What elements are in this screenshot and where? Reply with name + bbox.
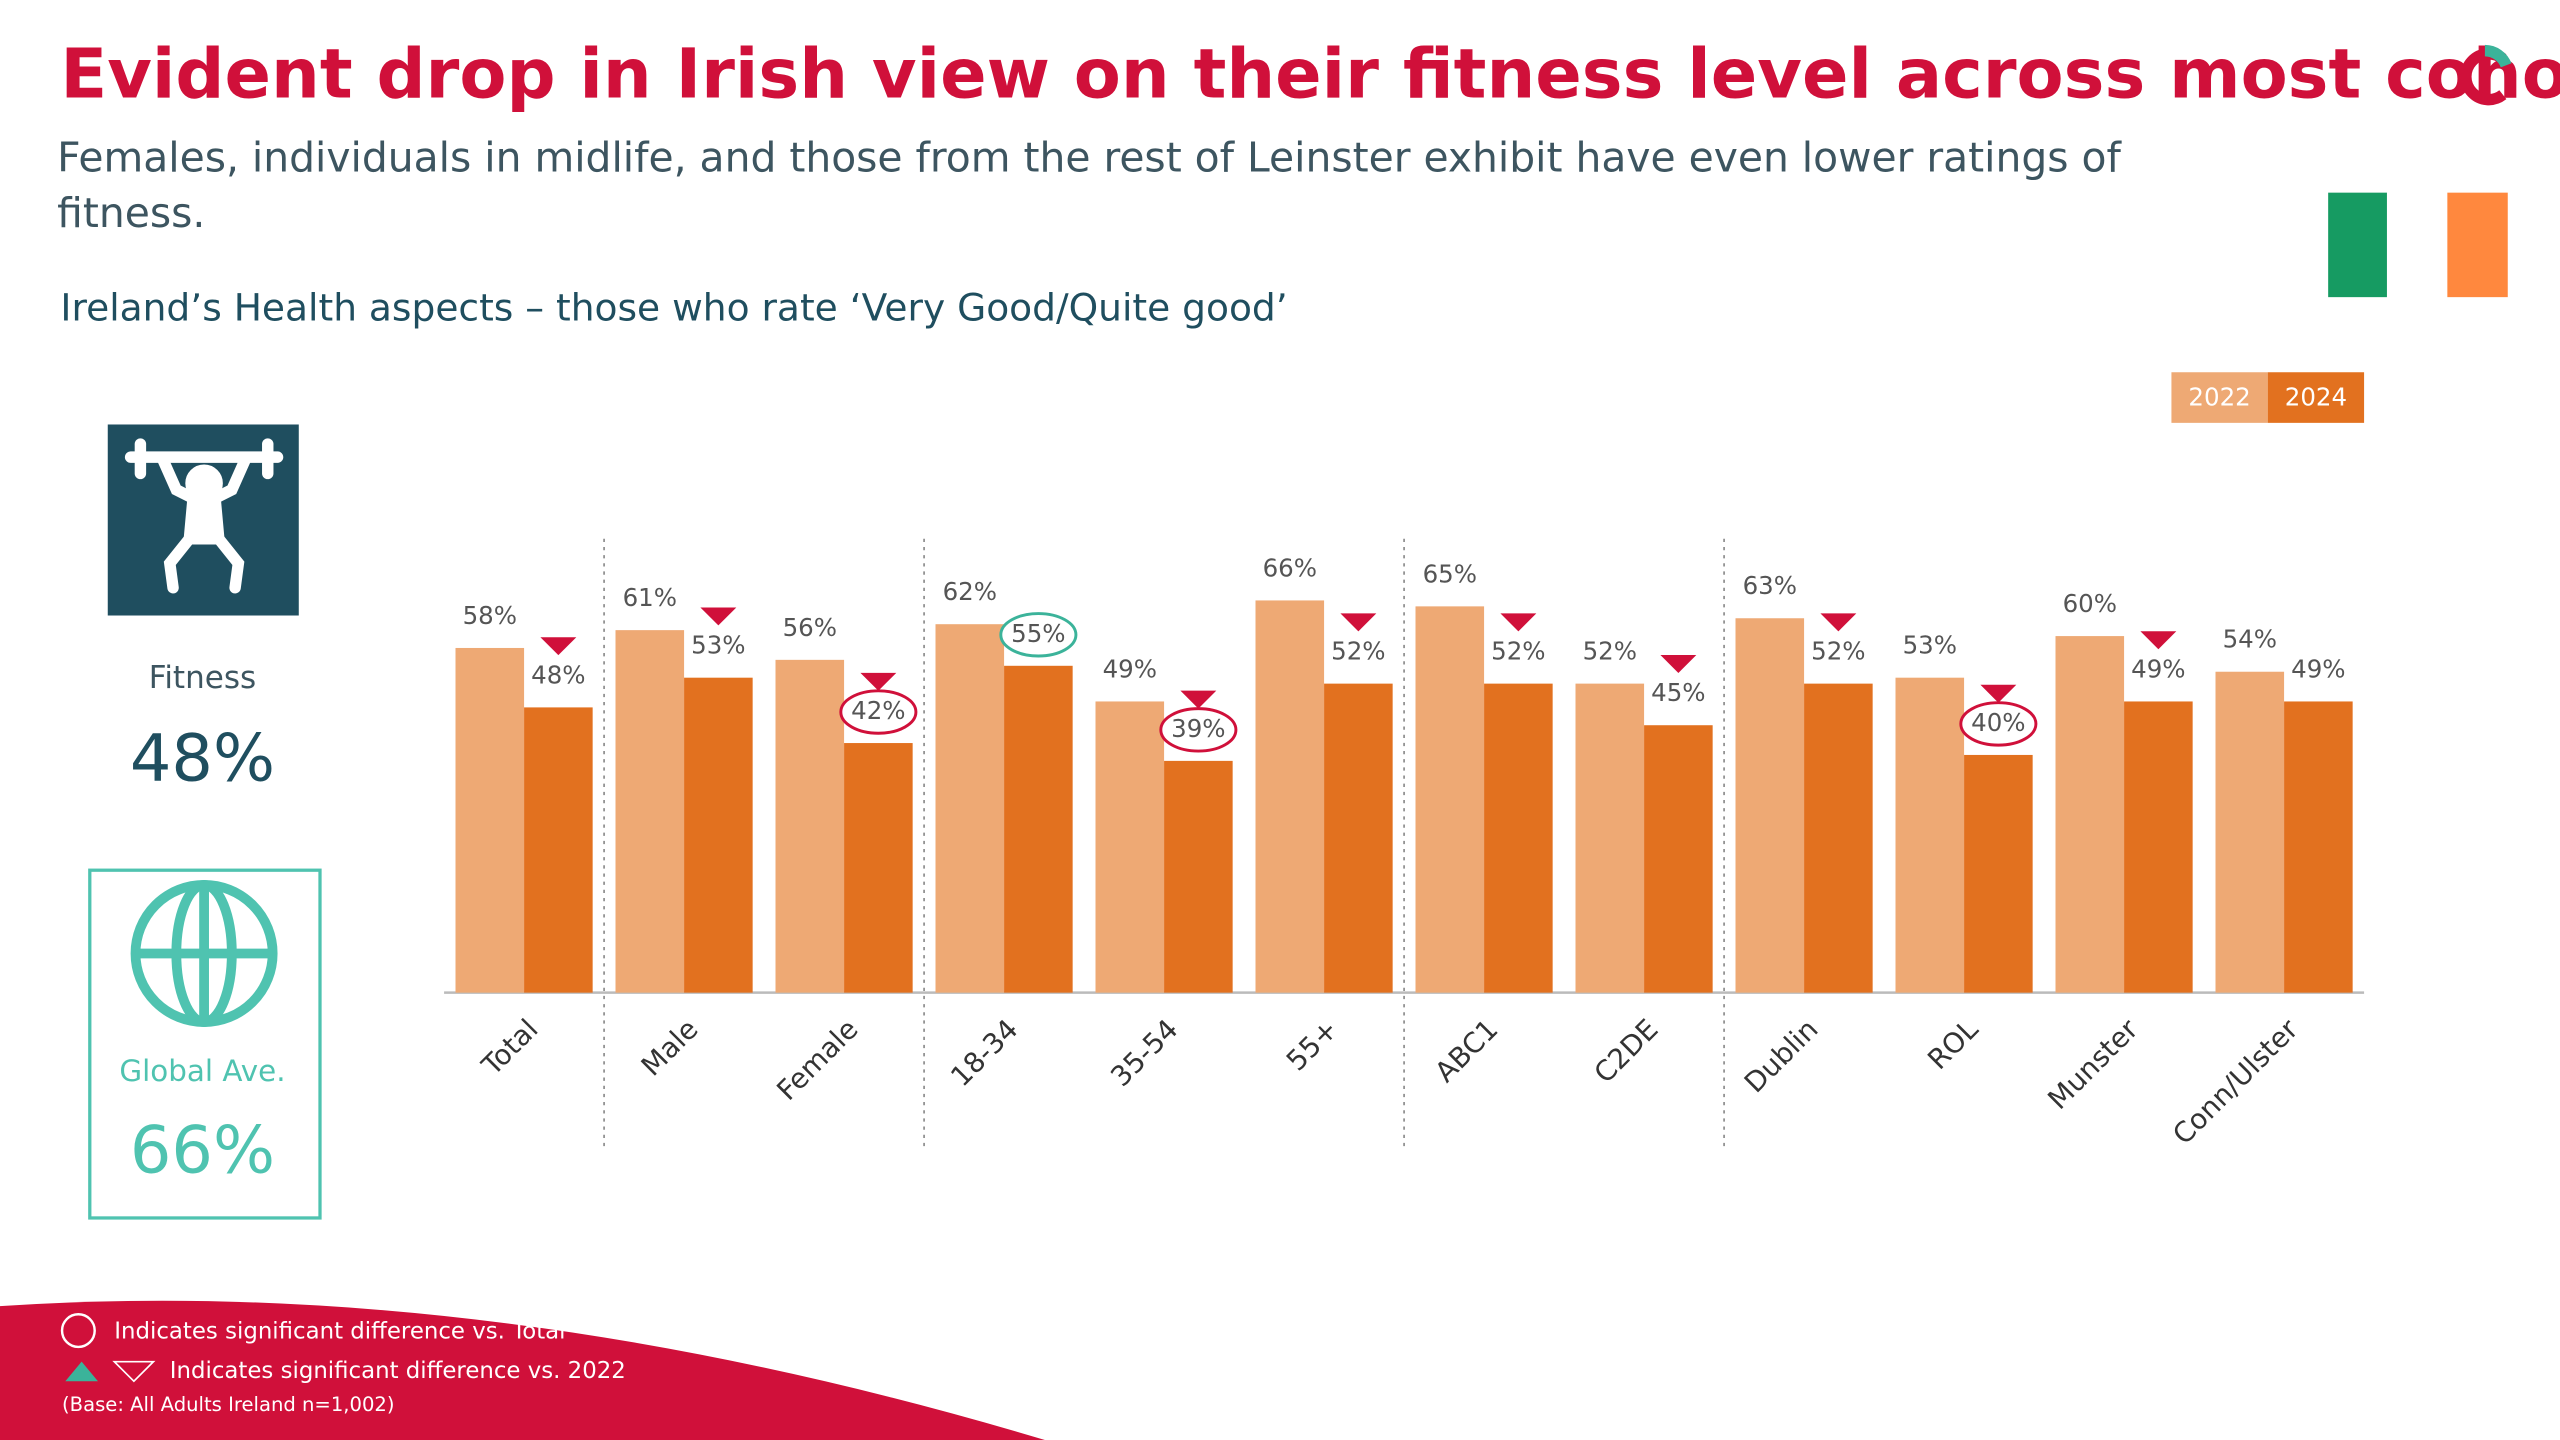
global-box <box>88 868 322 1220</box>
bar <box>2284 701 2353 993</box>
x-tick-label: Conn/Ulster <box>2166 1012 2305 1151</box>
bar <box>2055 636 2125 993</box>
x-tick-label: 35-54 <box>1104 1013 1184 1093</box>
x-tick-label: ABC1 <box>1428 1013 1504 1089</box>
subtitle-box: Females, individuals in midlife, and tho… <box>57 133 2121 237</box>
bar <box>775 659 845 993</box>
global-label: Global Ave. <box>119 1054 285 1088</box>
x-tick-label: C2DE <box>1587 1013 1664 1090</box>
value-label: 58% <box>463 601 517 630</box>
x-tick-label: 55+ <box>1280 1013 1345 1078</box>
value-label: 54% <box>2223 625 2277 654</box>
bar <box>684 677 753 993</box>
bar <box>935 624 1005 993</box>
down-triangle <box>1180 690 1217 709</box>
value-label: 52% <box>1331 637 1385 666</box>
bar <box>1324 683 1393 993</box>
down-triangle <box>1660 655 1697 673</box>
flag-green <box>2328 192 2387 298</box>
value-label: 52% <box>1583 637 1637 666</box>
value-label: 56% <box>783 613 837 642</box>
x-tick-label: Total <box>475 1013 545 1083</box>
down-triangle <box>700 607 737 626</box>
value-label: 63% <box>1743 571 1797 600</box>
value-label: 45% <box>1651 678 1705 707</box>
value-label: 66% <box>1263 553 1317 582</box>
significance-circle <box>999 612 1078 658</box>
globe-icon <box>130 880 278 1027</box>
value-label: 61% <box>623 583 677 612</box>
value-label: 49% <box>2131 654 2185 683</box>
triangle-note: Indicates significant difference vs. 202… <box>170 1358 626 1384</box>
down-triangle <box>2140 631 2177 650</box>
bar <box>1415 606 1485 993</box>
bar <box>1964 754 2033 993</box>
value-label: 48% <box>531 660 585 689</box>
legend-label: 2024 <box>2285 382 2347 411</box>
bar <box>2124 701 2193 993</box>
value-label: 53% <box>691 631 745 660</box>
x-tick-label: 18-34 <box>944 1013 1024 1093</box>
flag-orange <box>2447 192 2508 298</box>
bar <box>615 630 685 993</box>
value-label: 55% <box>1011 619 1065 648</box>
base-note: (Base: All Adults Ireland n=1,002) <box>62 1393 394 1416</box>
bar <box>1735 618 1805 993</box>
bar <box>1644 725 1713 993</box>
x-tick-label: Munster <box>2041 1012 2145 1116</box>
down-triangle <box>1500 613 1537 632</box>
x-tick-label: Female <box>770 1013 864 1107</box>
bar <box>1575 683 1645 993</box>
value-label: 52% <box>1811 637 1865 666</box>
bar <box>1895 677 1965 993</box>
value-label: 52% <box>1491 637 1545 666</box>
fitness-figure <box>124 438 284 594</box>
down-triangle-icon <box>112 1360 156 1383</box>
bar <box>2215 671 2285 993</box>
bar <box>524 707 593 993</box>
legend-swatch <box>2171 372 2268 423</box>
bar <box>844 743 913 993</box>
title: Evident drop in Irish view on their fitn… <box>60 34 2560 114</box>
bar <box>1095 701 1165 993</box>
footer-shape <box>0 1300 1045 1440</box>
value-label: 40% <box>1971 708 2025 737</box>
logo-accent <box>2484 44 2512 68</box>
down-triangle <box>1340 613 1377 632</box>
bar <box>1484 683 1553 993</box>
fitness-label: Fitness <box>149 660 256 696</box>
down-triangle <box>860 672 897 691</box>
x-tick-label: ROL <box>1921 1012 1985 1076</box>
down-triangle <box>540 637 577 656</box>
value-label: 49% <box>1103 654 1157 683</box>
bar <box>1164 760 1233 993</box>
value-label: 62% <box>943 577 997 606</box>
chart: 2022 2024 58% 48% Total 61% 53% Male 56% 42% Femal… <box>444 372 2365 1151</box>
bar <box>455 647 525 993</box>
up-triangle-icon <box>65 1361 98 1382</box>
fitness-value: 48% <box>130 721 275 797</box>
circle-note: Indicates significant difference vs. Tot… <box>114 1319 565 1345</box>
value-label: 65% <box>1423 559 1477 588</box>
circle-legend-icon <box>60 1313 96 1349</box>
down-triangle <box>1820 613 1857 632</box>
legend-label: 2022 <box>2188 382 2250 411</box>
value-label: 39% <box>1171 714 1225 743</box>
bar <box>1804 683 1873 993</box>
x-tick-label: Dublin <box>1738 1013 1825 1100</box>
value-label: 53% <box>1903 631 1957 660</box>
bar <box>1255 600 1325 993</box>
legend-swatch <box>2267 372 2365 423</box>
chart-title: Ireland’s Health aspects – those who rat… <box>60 286 1287 330</box>
value-label: 49% <box>2291 654 2345 683</box>
down-triangle <box>1980 684 2017 703</box>
subtitle: Females, individuals in midlife, and tho… <box>57 133 2121 237</box>
value-label: 60% <box>2063 589 2117 618</box>
global-value: 66% <box>130 1112 275 1188</box>
bar <box>1004 665 1073 993</box>
x-tick-label: Male <box>635 1013 705 1083</box>
value-label: 42% <box>851 696 905 725</box>
